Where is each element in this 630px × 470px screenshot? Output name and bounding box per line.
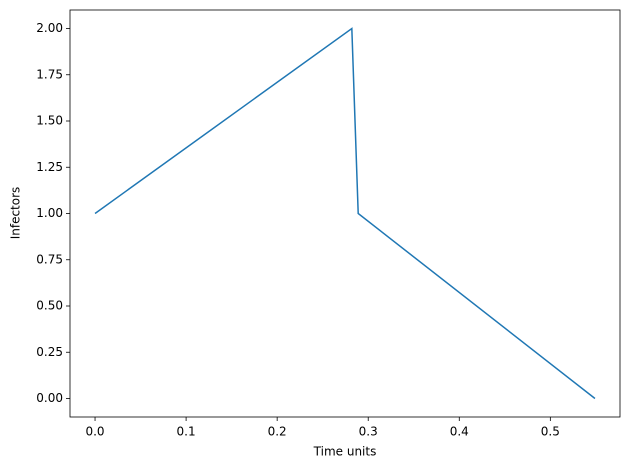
y-tick-label: 1.75 — [36, 67, 63, 81]
y-tick-label: 0.75 — [36, 252, 63, 266]
x-tick-label: 0.2 — [268, 425, 287, 439]
x-tick-label: 0.1 — [177, 425, 196, 439]
y-axis-label: Infectors — [9, 187, 23, 240]
plot-frame — [69, 9, 621, 418]
x-tick-label: 0.4 — [450, 425, 469, 439]
y-tick-label: 1.25 — [36, 160, 63, 174]
x-tick-label: 0.5 — [541, 425, 560, 439]
data-line — [94, 27, 596, 400]
y-tick-label: 0.50 — [36, 299, 63, 313]
x-tick-label: 0.0 — [85, 425, 104, 439]
y-tick-label: 2.00 — [36, 21, 63, 35]
x-axis-label: Time units — [313, 445, 377, 459]
y-tick-label: 0.25 — [36, 345, 63, 359]
y-tick-label: 1.50 — [36, 114, 63, 128]
y-tick-label: 0.00 — [36, 391, 63, 405]
y-tick-label: 1.00 — [36, 206, 63, 220]
x-tick-label: 0.3 — [359, 425, 378, 439]
